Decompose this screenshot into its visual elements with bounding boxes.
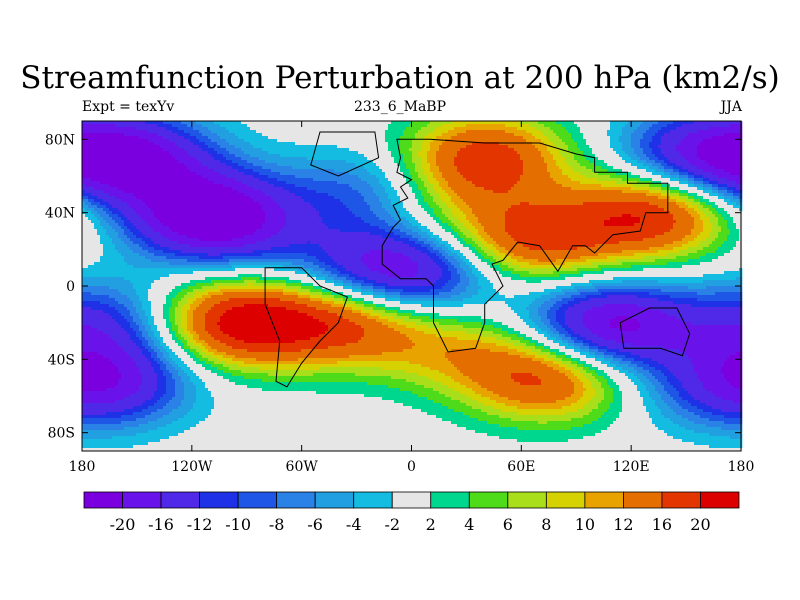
colorbar-swatch: [623, 492, 662, 508]
colorbar-swatch: [161, 492, 200, 508]
y-tick-label: 40S: [48, 352, 75, 368]
colorbar-swatch: [546, 492, 585, 508]
colorbar-swatch: [469, 492, 508, 508]
colorbar-swatch: [200, 492, 239, 508]
colorbar-label: 6: [503, 515, 513, 534]
colorbar-swatch: [700, 492, 739, 508]
y-tick-label: 40N: [45, 206, 75, 222]
colorbar: -20 -16 -12 -10 -8 -6 -4 -2 2 4 6 8 10 12 16 20: [84, 492, 739, 534]
colorbar-label: -20: [110, 515, 136, 534]
colorbar-label: 16: [652, 515, 672, 534]
colorbar-swatch: [84, 492, 123, 508]
x-tick-label: 180: [69, 459, 96, 475]
y-tick-label: 0: [66, 279, 75, 295]
x-tick-label: 0: [407, 459, 416, 475]
colorbar-label: -12: [187, 515, 213, 534]
colorbar-label: 10: [575, 515, 595, 534]
colorbar-label: -2: [384, 515, 400, 534]
colorbar-label: -10: [225, 515, 251, 534]
colorbar-label: -8: [269, 515, 285, 534]
colorbar-label: 2: [426, 515, 436, 534]
colorbar-swatch: [277, 492, 316, 508]
x-tick-label: 60W: [286, 459, 319, 475]
streamfunction-field: [82, 121, 742, 451]
colorbar-label: 12: [613, 515, 633, 534]
y-tick-label: 80N: [45, 132, 75, 148]
colorbar-swatch: [585, 492, 624, 508]
x-tick-label: 60E: [507, 459, 535, 475]
colorbar-label: 20: [690, 515, 710, 534]
colorbar-label: 8: [541, 515, 551, 534]
x-tick-label: 180: [728, 459, 755, 475]
colorbar-swatch: [238, 492, 277, 508]
colorbar-label: -4: [346, 515, 362, 534]
colorbar-swatch: [354, 492, 393, 508]
colorbar-label: -6: [307, 515, 323, 534]
colorbar-label: 4: [464, 515, 474, 534]
colorbar-swatch: [508, 492, 547, 508]
y-tick-label: 80S: [48, 426, 75, 442]
colorbar-swatch: [431, 492, 470, 508]
colorbar-swatch: [315, 492, 354, 508]
x-tick-label: 120W: [171, 459, 213, 475]
colorbar-swatch: [662, 492, 701, 508]
colorbar-swatch: [123, 492, 162, 508]
x-tick-label: 120E: [613, 459, 650, 475]
colorbar-label: -16: [148, 515, 174, 534]
colorbar-swatch: [392, 492, 431, 508]
